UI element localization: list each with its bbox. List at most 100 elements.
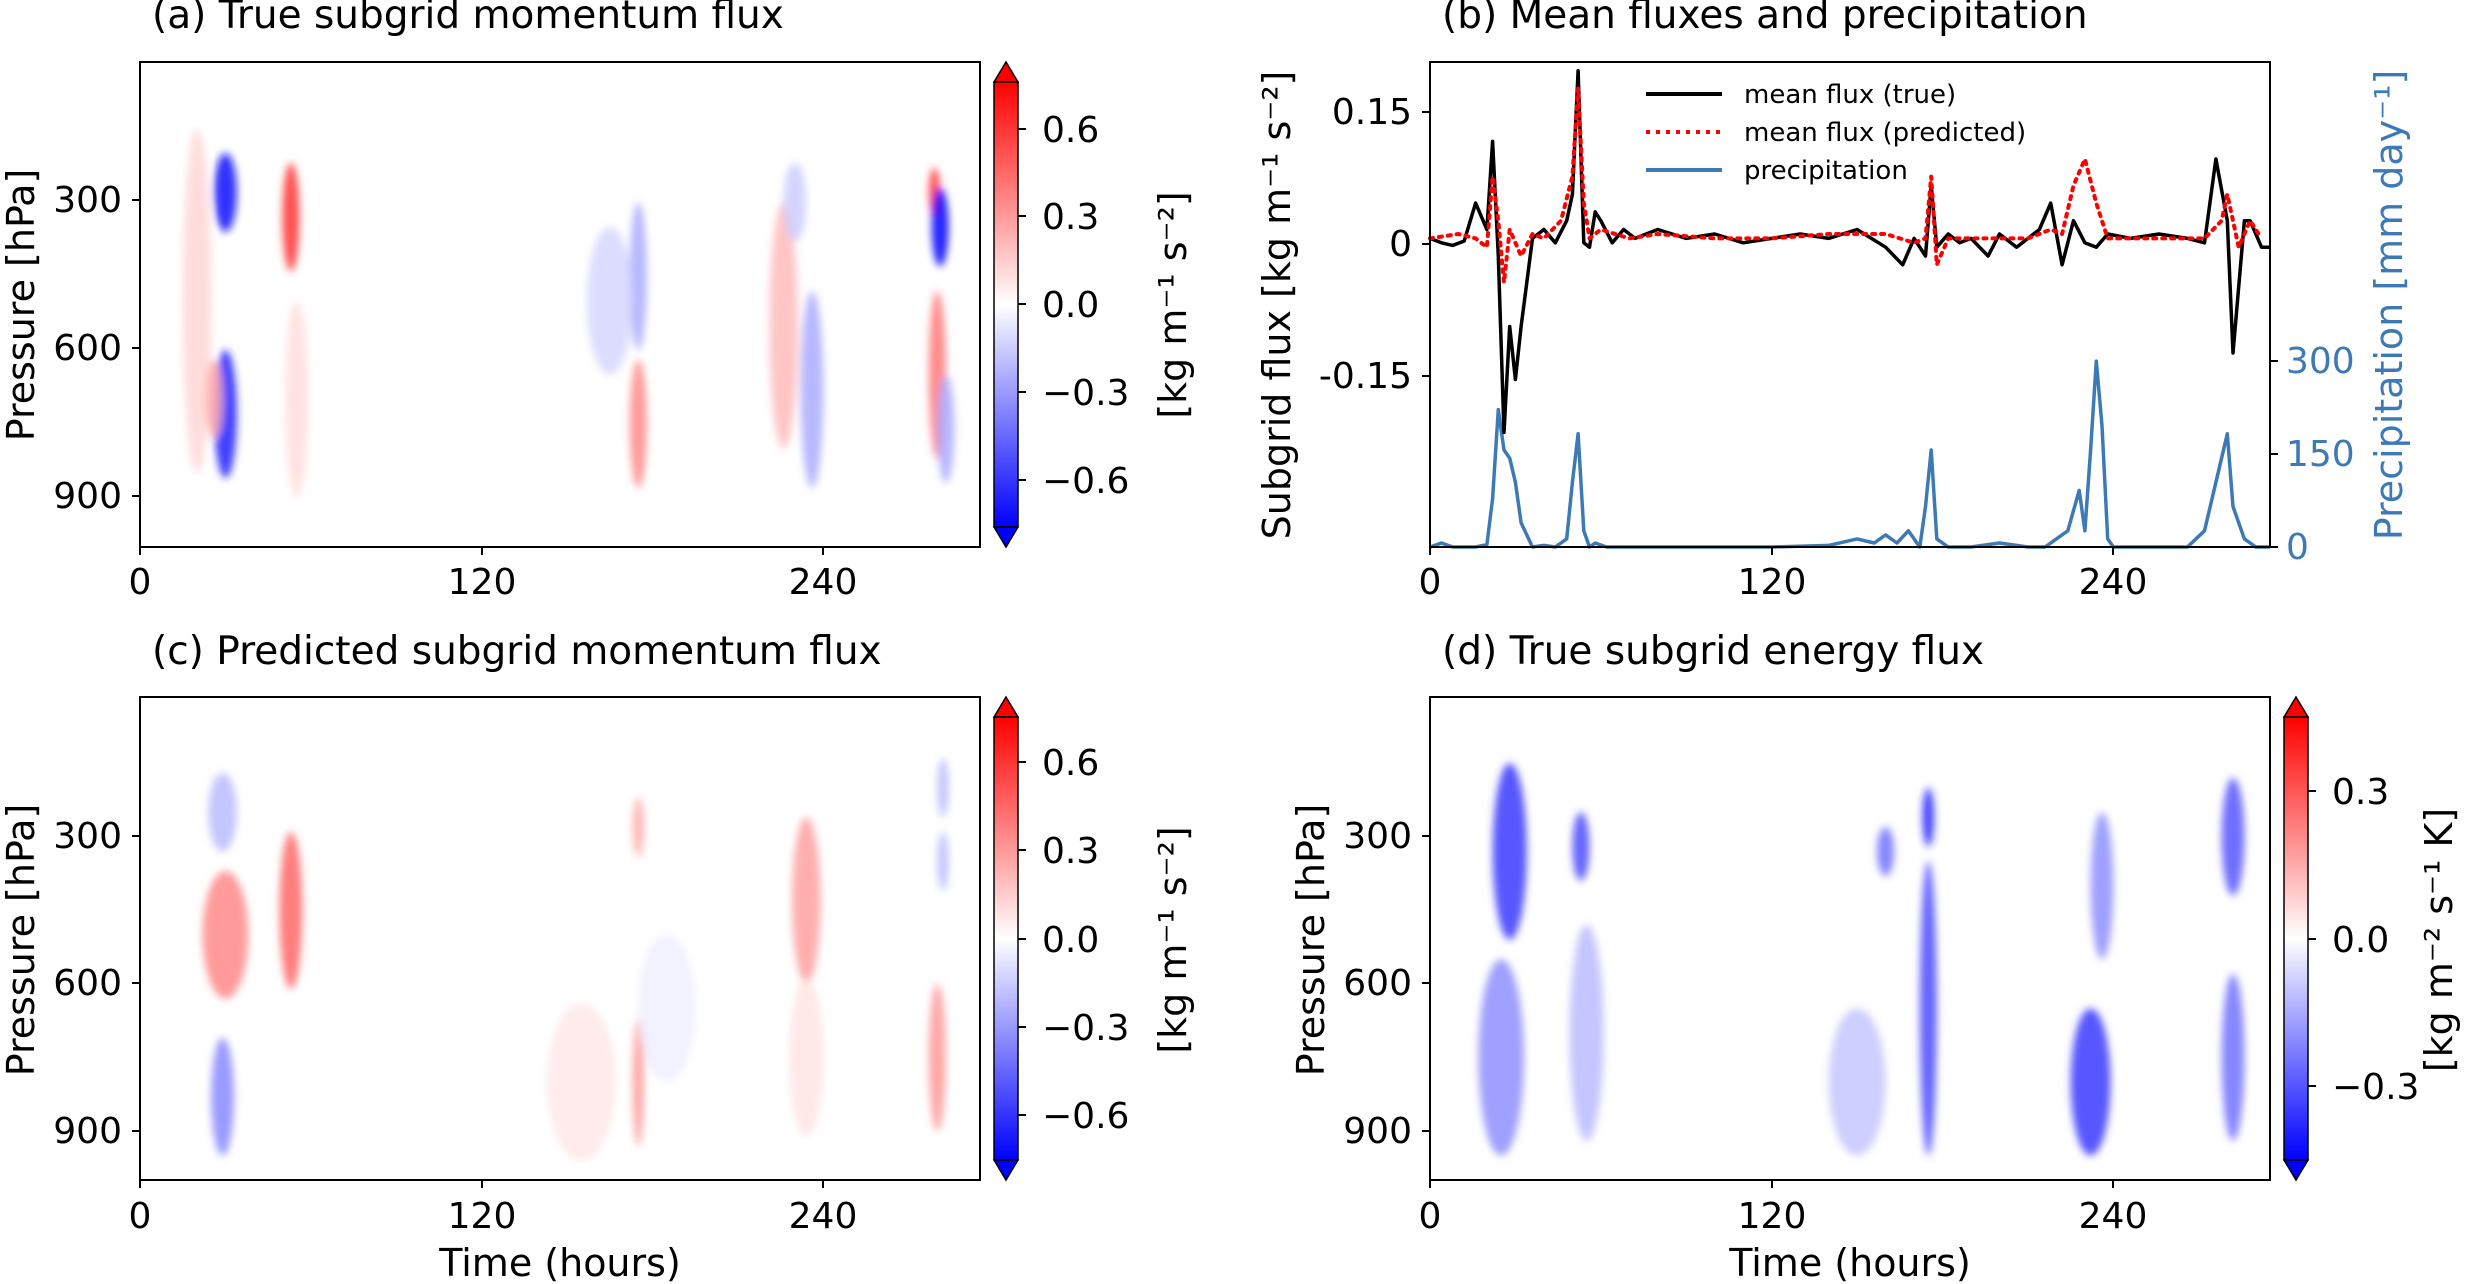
heatmap-cell (285, 300, 308, 498)
panel-c-xtick-0: 0 (129, 1196, 152, 1237)
panel-c-xlabel: Time (hours) (438, 1241, 681, 1284)
panel-a-x-ticks: 0 120 240 (129, 547, 858, 603)
panel-a-colorbar: 0.6 0.3 0.0 −0.3 −0.6 [kg m⁻¹ s⁻²] (992, 60, 1195, 549)
heatmap-cell (208, 773, 237, 852)
heatmap-cell (587, 226, 633, 375)
heatmap-cell (783, 162, 807, 242)
heatmap-cell (800, 290, 824, 488)
panel-a-heatmap (182, 128, 955, 498)
legend-label-true: mean flux (true) (1744, 80, 1956, 110)
heatmap-cell (182, 128, 212, 474)
panel-c-colorbar: 0.6 0.3 0.0 −0.3 −0.6 [kg m⁻¹ s⁻²] (992, 695, 1195, 1182)
panel-b-ytick-right: 300 (2286, 341, 2355, 382)
heatmap-cell (928, 983, 946, 1131)
panel-a-xtick-240: 240 (789, 562, 858, 603)
panel-a-ytick-600: 600 (53, 328, 122, 369)
panel-a-cbar-tick: 0.0 (1042, 285, 1099, 326)
panel-a-cbar-tick: −0.6 (1042, 461, 1129, 502)
panel-b: (b) Mean fluxes and precipitation 0.15 0… (1255, 0, 2411, 603)
panel-a-cbar-tick: 0.3 (1042, 197, 1099, 238)
panel-b-y-ticks-right: 300 150 0 (2270, 341, 2355, 568)
panel-d-xtick-120: 120 (1738, 1196, 1807, 1237)
panel-a-frame (139, 61, 981, 548)
line-precipitation (1429, 359, 2270, 549)
legend-label-precip: precipitation (1744, 156, 1908, 186)
heatmap-cell (202, 871, 249, 999)
panel-b-ylabel-right: Precipitation [mm day⁻¹] (2367, 70, 2411, 541)
panel-a-xtick-0: 0 (129, 562, 152, 603)
heatmap-cell (792, 817, 821, 984)
panel-d: (d) True subgrid energy flux 300 600 900… (1289, 629, 2461, 1284)
panel-d-xtick-240: 240 (2079, 1196, 2148, 1237)
panel-b-title: (b) Mean fluxes and precipitation (1442, 0, 2088, 38)
panel-a-ytick-900: 900 (53, 476, 122, 517)
panel-d-y-ticks: 300 600 900 (1343, 816, 1430, 1152)
panel-a-cbar-tick: 0.6 (1042, 110, 1099, 151)
heatmap-cell (1919, 861, 1937, 1156)
panel-c-frame (139, 696, 981, 1181)
heatmap-cell (769, 202, 798, 449)
heatmap-cell (2090, 812, 2114, 960)
legend-label-predicted: mean flux (predicted) (1744, 118, 2026, 148)
heatmap-cell (2070, 1008, 2111, 1156)
panel-a-ytick-300: 300 (53, 180, 122, 221)
heatmap-cell (547, 1003, 616, 1161)
panel-c-title: (c) Predicted subgrid momentum flux (152, 629, 882, 674)
heatmap-cell (937, 374, 955, 483)
panel-d-cbar-tick: 0.0 (2332, 920, 2389, 961)
panel-c-x-ticks: 0 120 240 (129, 1180, 857, 1237)
heatmap-cell (1877, 826, 1895, 876)
panel-c-ytick-300: 300 (53, 816, 122, 857)
panel-d-ytick-300: 300 (1343, 816, 1412, 857)
panel-b-ylabel: Subgrid flux [kg m⁻¹ s⁻²] (1255, 71, 1299, 540)
heatmap-cell (2221, 777, 2245, 896)
heatmap-cell (205, 359, 223, 439)
panel-b-x-ticks: 0 120 240 (1419, 547, 2148, 603)
panel-c-ytick-900: 900 (53, 1111, 122, 1152)
panel-b-xtick-0: 0 (1419, 562, 1442, 603)
panel-c-y-ticks: 300 600 900 (53, 816, 140, 1152)
panel-d-ylabel: Pressure [hPa] (1289, 804, 1333, 1077)
panel-b-legend: mean flux (true) mean flux (predicted) p… (1646, 80, 2026, 186)
panel-a-cbar-label: [kg m⁻¹ s⁻²] (1151, 191, 1195, 418)
line-mean-flux-true (1429, 69, 2270, 435)
panel-c-cbar-tick: 0.0 (1042, 920, 1099, 961)
heatmap-cell (282, 162, 300, 272)
heatmap-cell (1572, 812, 1590, 881)
panel-c-heatmap (202, 758, 949, 1161)
panel-c-cbar-tick: 0.3 (1042, 831, 1099, 872)
panel-c-ylabel: Pressure [hPa] (0, 804, 43, 1077)
panel-d-x-ticks: 0 120 240 (1419, 1180, 2148, 1237)
panel-a: (a) True subgrid momentum flux 300 600 9… (0, 0, 1195, 603)
panel-d-frame (1429, 696, 2271, 1181)
heatmap-cell (931, 187, 949, 267)
panel-b-xtick-120: 120 (1738, 562, 1807, 603)
panel-d-cbar-tick: 0.3 (2332, 772, 2389, 813)
panel-b-ytick: 0.15 (1332, 92, 1412, 133)
heatmap-cell (214, 153, 237, 232)
panel-d-colorbar: 0.3 0.0 −0.3 [kg m⁻² s⁻¹ K] (2282, 695, 2461, 1182)
panel-a-xtick-120: 120 (448, 562, 517, 603)
heatmap-cell (279, 831, 303, 989)
panel-c-cbar-tick: −0.6 (1042, 1096, 1129, 1137)
panel-d-xlabel: Time (hours) (1728, 1241, 1971, 1284)
heatmap-cell (1922, 787, 1934, 847)
panel-a-ylabel: Pressure [hPa] (0, 169, 43, 442)
heatmap-cell (1569, 925, 1604, 1141)
panel-b-ytick-right: 0 (2286, 527, 2309, 568)
line-mean-flux-predicted (1428, 86, 2264, 285)
panel-b-xtick-240: 240 (2079, 562, 2148, 603)
heatmap-cell (937, 758, 949, 818)
heatmap-cell (638, 934, 696, 1082)
heatmap-cell (2221, 974, 2245, 1141)
panel-c: (c) Predicted subgrid momentum flux 300 … (0, 629, 1195, 1284)
panel-c-cbar-tick: −0.3 (1042, 1008, 1129, 1049)
panel-b-ytick: 0 (1389, 224, 1412, 265)
panel-d-ytick-900: 900 (1343, 1111, 1412, 1152)
heatmap-cell (629, 359, 647, 488)
heatmap-cell (211, 1037, 234, 1156)
panel-c-ytick-600: 600 (53, 963, 122, 1004)
panel-b-y-ticks: 0.15 0 -0.15 (1319, 92, 1430, 397)
panel-d-heatmap (1478, 763, 2245, 1156)
